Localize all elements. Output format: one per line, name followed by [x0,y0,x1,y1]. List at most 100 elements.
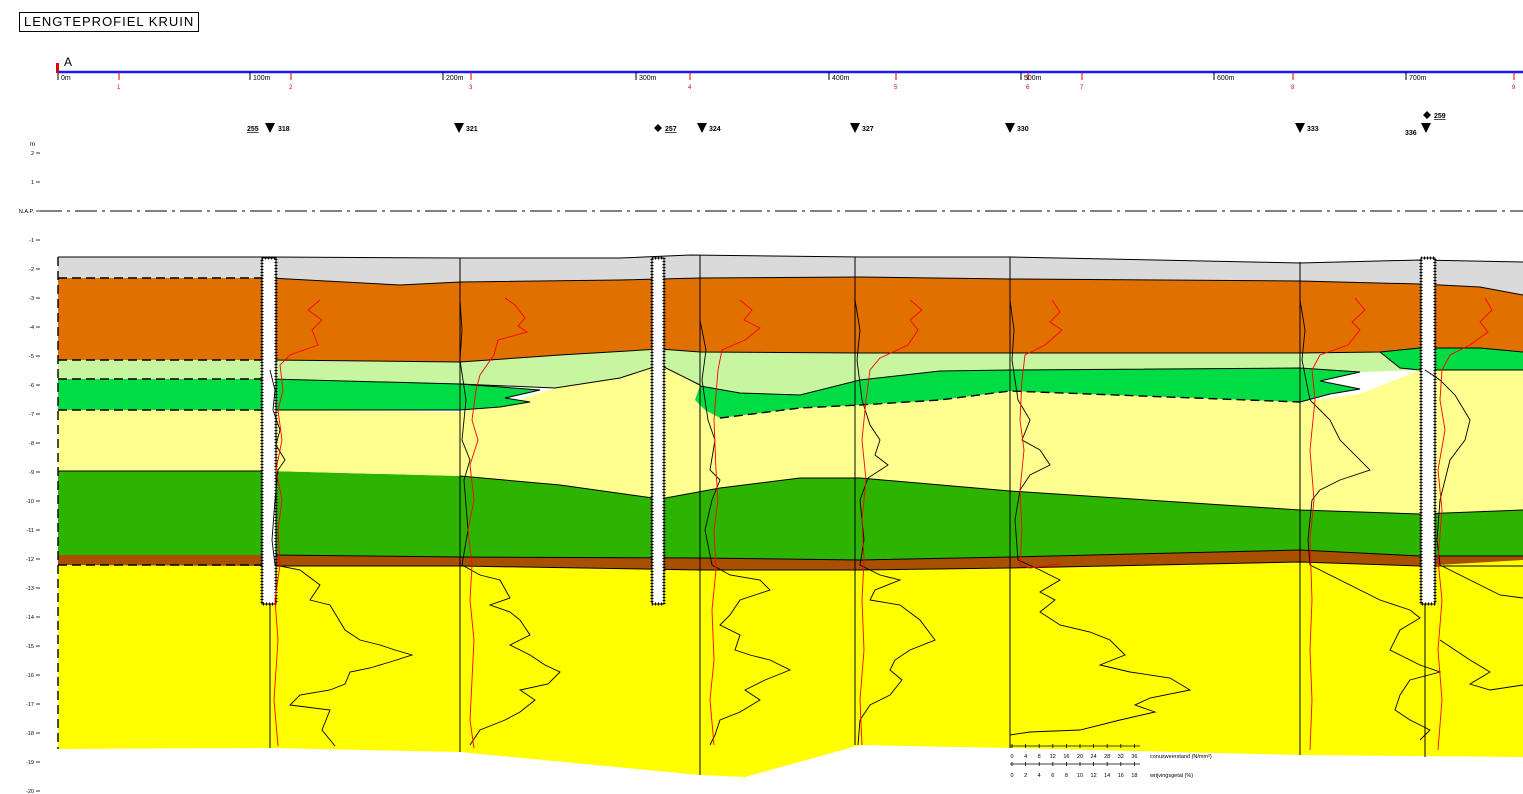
y-tick-label: 1 [31,180,34,186]
cone-scale-tick-label: 16 [1063,754,1069,760]
boring-columns [260,256,1437,606]
friction-scale-tick-label: 18 [1131,773,1137,779]
cone-scale-tick-label: 20 [1077,754,1083,760]
friction-scale-tick-label: 14 [1104,773,1110,779]
y-axis: m 2 1 N.A.P. -1 -2 -3 -4 -5 -6 -7 -8 -9 -10 -11 -12 -13… [19,142,40,794]
cpt-symbol-330 [1005,123,1015,133]
cone-scale-tick-label: 8 [1038,754,1041,760]
chainage-label: 100m [253,75,271,82]
cone-scale-tick-label: 24 [1091,754,1097,760]
section-marker-label: A [64,55,72,69]
chainage-label: 200m [446,75,464,82]
red-marker-label: 1 [117,85,121,91]
boring-symbol-257 [654,124,662,132]
y-tick-label: N.A.P. [19,209,35,215]
red-marker-label: 3 [469,85,473,91]
friction-scale-tick-label: 12 [1091,773,1097,779]
cone-resistance-curves [269,299,1523,747]
red-marker-label: 8 [1291,85,1295,91]
sounding-label-318: 318 [278,126,290,133]
chainage-label: 400m [832,75,850,82]
y-tick-label: -1 [29,238,34,244]
cpt-symbol-336 [1421,123,1431,133]
chainage-label: 0m [61,75,71,82]
cpt-symbol-333 [1295,123,1305,133]
sounding-label-333: 333 [1307,126,1319,133]
sounding-label-257: 257 [665,126,677,133]
layer-light-yellow [58,365,1523,514]
boring-symbol-259 [1423,111,1431,119]
y-tick-label: -14 [26,615,34,621]
sounding-symbols [265,111,1431,133]
friction-scale-tick-label: 6 [1051,773,1054,779]
cpt-symbol-318 [265,123,275,133]
y-tick-label: 2 [31,151,34,157]
y-tick-label: -8 [29,441,34,447]
cpt-symbol-327 [850,123,860,133]
chainage-ticks: 0m 100m 200m 300m 400m 500m 600m 700m 1 2 3 4 5 6 7 8 9 [57,72,1516,91]
friction-scale-tick-label: 8 [1065,773,1068,779]
friction-scale-label: wrijvingsgetal (%) [1149,773,1193,779]
section-marker-bar [56,63,59,73]
red-marker-label: 7 [1080,85,1084,91]
sounding-label-259: 259 [1434,113,1446,120]
sounding-label-336: 336 [1405,130,1417,137]
friction-scale-tick-label: 10 [1077,773,1083,779]
cpt-symbol-324 [697,123,707,133]
friction-scale-tick-label: 0 [1010,773,1013,779]
y-tick-label: -6 [29,383,34,389]
scale-legend: conusweerstand (N/mm²) wrijvingsgetal (%… [1010,744,1212,779]
cone-scale-label: conusweerstand (N/mm²) [1150,754,1212,760]
friction-scale-tick-label: 4 [1038,773,1041,779]
y-tick-label: -19 [26,760,34,766]
y-tick-label: -20 [26,789,34,794]
layer-light-green [58,349,1420,395]
y-tick-label: -2 [29,267,34,273]
y-tick-label: -17 [26,702,34,708]
y-tick-label: -18 [26,731,34,737]
cone-scale-tick-label: 12 [1050,754,1056,760]
layer-clay-orange [58,277,1523,362]
friction-ratio-curves [273,297,1493,751]
chainage-label: 500m [1024,75,1042,82]
y-tick-label: -11 [26,528,34,534]
layer-bright-green-b [695,368,1360,418]
y-tick-label: -10 [26,499,34,505]
y-tick-label: -7 [29,412,34,418]
sounding-label-255: 255 [247,126,259,133]
cone-scale-tick-label: 28 [1104,754,1110,760]
sounding-label-327: 327 [862,126,874,133]
red-marker-label: 5 [894,85,898,91]
chainage-label: 600m [1217,75,1235,82]
y-tick-label: -9 [29,470,34,476]
chainage-label: 700m [1409,75,1427,82]
sounding-label-330: 330 [1017,126,1029,133]
y-axis-unit: m [30,142,35,148]
y-tick-label: -16 [26,673,34,679]
y-tick-label: -13 [26,586,34,592]
layer-dark-green [58,471,1523,560]
y-tick-label: -4 [29,325,34,331]
red-marker-label: 9 [1512,85,1516,91]
cone-scale-tick-label: 4 [1024,754,1027,760]
sounding-label-321: 321 [466,126,478,133]
soil-layers [58,255,1523,777]
drawing-title: LENGTEPROFIEL KRUIN [19,12,200,32]
friction-scale-tick-label: 16 [1118,773,1124,779]
layer-sand-yellow [58,558,1523,777]
layer-bright-green-a [58,379,540,410]
y-tick-label: -15 [26,644,34,650]
y-tick-label: -5 [29,354,34,360]
layer-brown [58,550,1523,570]
friction-scale-tick-label: 2 [1024,773,1027,779]
sounding-label-324: 324 [709,126,721,133]
cone-scale-tick-label: 32 [1118,754,1124,760]
layer-grey-top [58,255,1523,295]
cpt-symbol-321 [454,123,464,133]
red-marker-label: 4 [688,85,692,91]
chainage-label: 300m [639,75,657,82]
y-tick-label: -3 [29,296,34,302]
red-marker-label: 6 [1026,85,1030,91]
red-marker-label: 2 [289,85,293,91]
